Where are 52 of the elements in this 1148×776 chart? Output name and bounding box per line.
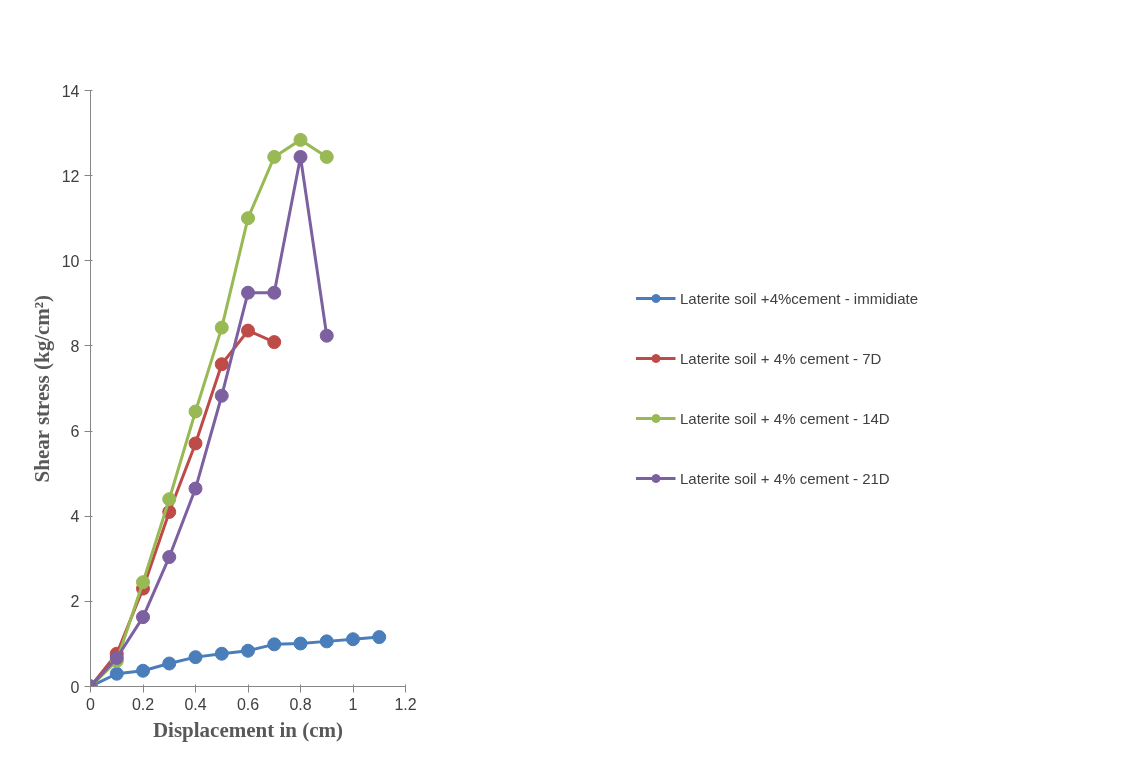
point (241, 285, 255, 300)
x-tick-label: 1.2 (394, 695, 417, 713)
point (109, 666, 124, 681)
point (267, 285, 282, 300)
point (293, 149, 308, 164)
point (267, 335, 282, 350)
x-axis-title: Displacement in (cm) (152, 717, 344, 742)
point (214, 646, 229, 661)
point (267, 637, 282, 652)
point (319, 634, 334, 649)
y-axis-title: Shear stress (kg/cm²) (29, 294, 54, 483)
point (136, 663, 150, 678)
point (214, 320, 229, 335)
point (188, 404, 203, 419)
point (188, 481, 203, 496)
point (346, 632, 360, 647)
y-tick-label: 10 (61, 252, 80, 270)
legend-label: Laterite soil + 4% cement - 21D (679, 469, 890, 487)
point (293, 132, 308, 147)
x-tick-label: 0.8 (289, 695, 312, 713)
point (162, 492, 177, 507)
point (319, 149, 334, 164)
x-tick-label: 0 (86, 695, 96, 713)
x-tick-label: 1 (348, 695, 358, 713)
point (214, 357, 229, 372)
point (188, 650, 203, 665)
point (267, 149, 282, 164)
point (214, 388, 229, 403)
point (293, 636, 308, 651)
legend-label: Laterite soil + 4% cement - 7D (679, 349, 882, 367)
y-tick-label: 12 (61, 167, 80, 185)
y-tick-label: 2 (70, 593, 80, 611)
point (162, 656, 177, 671)
point (241, 323, 255, 338)
y-tick-label: 14 (61, 82, 80, 100)
x-tick-label: 0.4 (184, 695, 207, 713)
point (136, 610, 150, 625)
y-tick-label: 8 (70, 337, 80, 355)
legend-label: Laterite soil + 4% cement - 14D (679, 409, 890, 427)
x-tick-label: 0.2 (131, 695, 155, 713)
point (372, 630, 387, 645)
x-tick-label: 0.6 (236, 695, 260, 713)
point (241, 643, 255, 658)
point (162, 550, 177, 565)
y-tick-label: 0 (70, 678, 80, 696)
y-tick-label: 4 (70, 508, 80, 526)
legend-label: Laterite soil +4%cement - immidiate (679, 289, 919, 307)
point (319, 328, 334, 343)
point (241, 211, 255, 226)
point (136, 575, 150, 590)
point (188, 436, 203, 451)
y-tick-label: 6 (70, 423, 80, 441)
